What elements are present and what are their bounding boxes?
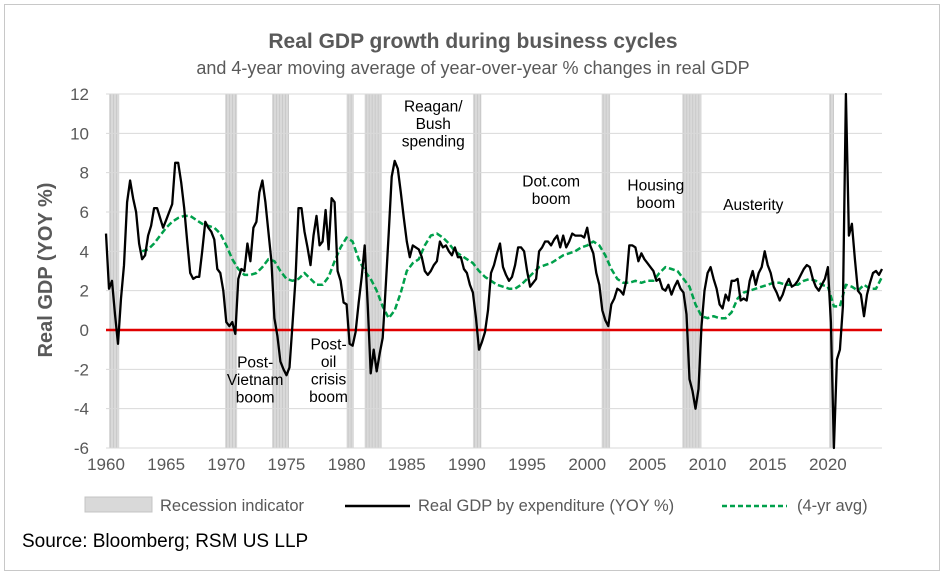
x-tick-label: 1995 xyxy=(508,455,546,474)
legend-label-avg: (4-yr avg) xyxy=(797,497,868,515)
y-tick-labels: 12 10 8 6 4 2 0 -2 -4 -6 xyxy=(70,85,89,458)
legend: Recession indicator Real GDP by expendit… xyxy=(84,496,868,515)
annotation-line: boom xyxy=(636,195,675,212)
x-tick-label: 2005 xyxy=(628,455,666,474)
recession-band xyxy=(109,94,120,448)
legend-item-recession: Recession indicator xyxy=(84,496,304,515)
y-tick-label: 8 xyxy=(80,164,89,183)
avg-line xyxy=(141,214,884,320)
annotation-line: Housing xyxy=(627,177,684,194)
x-tick-labels: 1960 1965 1970 1975 1980 1985 1990 1995 2000 2005… xyxy=(87,455,847,474)
annotation-label: Post-Vietnam boom xyxy=(227,354,284,406)
gdp-line xyxy=(104,92,884,450)
recession-band xyxy=(225,94,238,448)
annotation-line: Bush xyxy=(416,116,451,133)
annotation-label: Austerity xyxy=(723,197,784,214)
annotation-line: Austerity xyxy=(723,197,784,214)
legend-swatch-recession xyxy=(84,496,153,513)
gdp-series xyxy=(104,92,884,450)
y-tick-label: 0 xyxy=(80,321,89,340)
y-axis-label: Real GDP (YOY %) xyxy=(35,183,57,358)
x-tick-label: 2015 xyxy=(749,455,787,474)
annotation-label: Reagan/Bush spending xyxy=(402,99,465,151)
chart-frame xyxy=(4,4,940,571)
gridlines xyxy=(106,93,882,449)
chart-title: Real GDP growth during business cycles xyxy=(268,30,678,53)
y-tick-label: -6 xyxy=(74,439,89,458)
avg-series xyxy=(141,214,884,320)
annotation-line: boom xyxy=(236,389,275,406)
y-tick-label: -4 xyxy=(74,400,89,419)
x-tick-label: 1980 xyxy=(328,455,366,474)
annotation-line: boom xyxy=(532,191,571,208)
x-tick-label: 2000 xyxy=(568,455,606,474)
annotation-line: Post- xyxy=(237,354,273,371)
annotation-line: oil xyxy=(321,354,337,371)
legend-label-gdp: Real GDP by expenditure (YOY %) xyxy=(418,497,674,515)
y-tick-label: -2 xyxy=(74,360,89,379)
y-tick-label: 12 xyxy=(70,85,89,104)
source-note: Source: Bloomberg; RSM US LLP xyxy=(22,531,309,552)
recession-band xyxy=(829,94,834,448)
x-tick-label: 1990 xyxy=(448,455,486,474)
x-tick-label: 1960 xyxy=(87,455,125,474)
annotation-line: boom xyxy=(309,389,348,406)
recession-band xyxy=(364,94,382,448)
legend-item-avg: (4-yr avg) xyxy=(722,497,868,515)
y-tick-label: 6 xyxy=(80,203,89,222)
annotation-line: spending xyxy=(402,134,465,151)
annotation-line: Post- xyxy=(310,337,346,354)
x-tick-label: 1975 xyxy=(268,455,306,474)
chart-subtitle: and 4-year moving average of year-over-y… xyxy=(196,58,750,78)
annotation-label: Housing boom xyxy=(627,177,684,212)
legend-item-gdp: Real GDP by expenditure (YOY %) xyxy=(345,497,674,515)
recession-band xyxy=(346,94,354,448)
y-tick-label: 4 xyxy=(80,242,89,261)
annotation-line: crisis xyxy=(311,372,347,389)
annotation-line: Dot.com xyxy=(522,173,580,190)
annotation-label: Dot.com boom xyxy=(522,173,580,208)
x-tick-label: 1985 xyxy=(388,455,426,474)
x-tick-label: 1970 xyxy=(207,455,245,474)
y-tick-label: 2 xyxy=(80,282,89,301)
legend-label-recession: Recession indicator xyxy=(160,497,304,515)
x-tick-label: 1965 xyxy=(147,455,185,474)
x-tick-label: 2020 xyxy=(809,455,847,474)
y-tick-label: 10 xyxy=(70,124,89,143)
annotation-label: Post-oil crisis boom xyxy=(309,337,348,407)
x-tick-label: 2010 xyxy=(689,455,727,474)
annotation-line: Vietnam xyxy=(227,372,284,389)
annotation-line: Reagan/ xyxy=(404,99,463,116)
